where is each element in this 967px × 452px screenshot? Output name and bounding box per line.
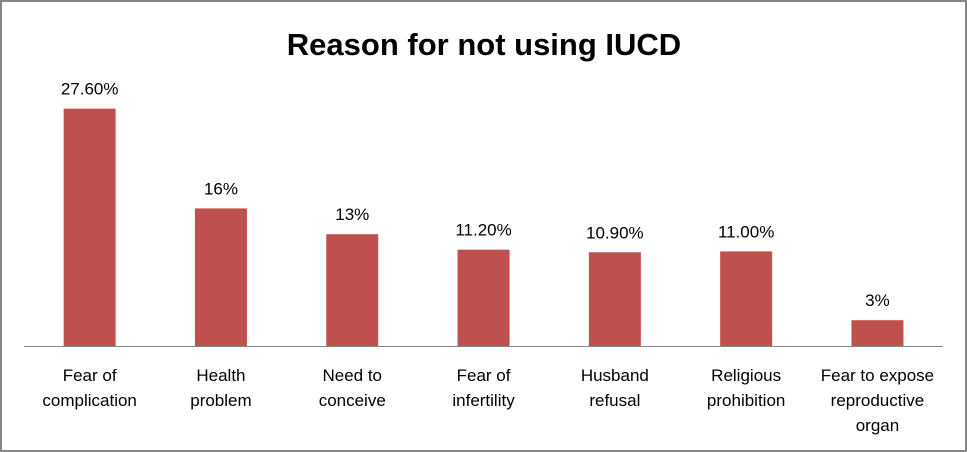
bar xyxy=(720,251,773,346)
data-label: 3% xyxy=(865,291,890,310)
category-label: reproductive xyxy=(831,391,925,410)
data-label: 13% xyxy=(335,205,369,224)
bar xyxy=(457,249,510,346)
category-label: Fear of xyxy=(63,366,117,385)
data-label: 27.60% xyxy=(61,80,119,99)
bar xyxy=(851,320,904,346)
category-label: prohibition xyxy=(707,391,785,410)
category-label: Husband xyxy=(581,366,649,385)
bar xyxy=(194,208,247,346)
bar xyxy=(326,234,379,346)
category-label: problem xyxy=(190,391,251,410)
category-label: Fear of xyxy=(457,366,511,385)
chart-title: Reason for not using IUCD xyxy=(287,27,681,62)
category-label: organ xyxy=(856,416,899,435)
data-label: 16% xyxy=(204,179,238,198)
category-label: refusal xyxy=(589,391,640,410)
data-label: 11.20% xyxy=(455,221,511,240)
category-label: conceive xyxy=(319,391,386,410)
category-label: complication xyxy=(42,391,137,410)
data-label: 11.00% xyxy=(718,222,774,241)
category-label: Need to xyxy=(322,366,382,385)
bar xyxy=(63,108,116,346)
bar xyxy=(588,252,641,346)
category-label: Religious xyxy=(711,366,781,385)
category-label: Health xyxy=(196,366,245,385)
data-label: 10.90% xyxy=(586,223,644,242)
category-label: infertility xyxy=(452,391,515,410)
category-label: Fear to expose xyxy=(821,366,934,385)
